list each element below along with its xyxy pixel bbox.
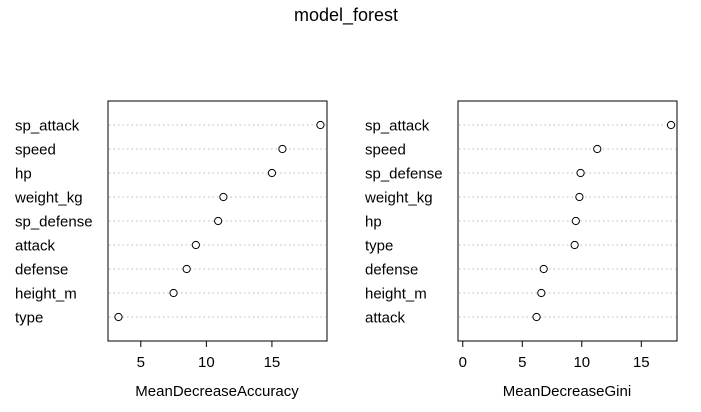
gini-x-axis-label: MeanDecreaseGini	[503, 383, 631, 400]
gini-label-weight-kg: weight_kg	[364, 190, 433, 207]
accuracy-label-hp: hp	[15, 166, 32, 183]
accuracy-point-attack	[191, 240, 200, 250]
gini-label-attack: attack	[365, 310, 406, 327]
accuracy-x-tick-label: 15	[264, 354, 281, 371]
accuracy-point-sp-attack	[316, 120, 325, 130]
accuracy-label-sp-defense: sp_defense	[15, 214, 93, 231]
gini-label-type: type	[365, 238, 393, 255]
gini-point-defense	[539, 264, 548, 274]
gini-label-sp-defense: sp_defense	[365, 166, 443, 183]
gini-x-tick-label: 10	[573, 354, 590, 371]
accuracy-label-weight-kg: weight_kg	[14, 190, 83, 207]
gini-point-weight-kg	[575, 192, 584, 202]
accuracy-label-attack: attack	[15, 238, 56, 255]
gini-label-height-m: height_m	[365, 286, 427, 303]
gini-point-hp	[571, 216, 580, 226]
accuracy-label-type: type	[15, 310, 43, 327]
gini-label-hp: hp	[365, 214, 382, 231]
accuracy-label-speed: speed	[15, 142, 56, 159]
accuracy-point-hp	[267, 168, 277, 178]
accuracy-point-weight-kg	[219, 192, 228, 202]
accuracy-point-height-m	[169, 288, 178, 298]
accuracy-label-height-m: height_m	[15, 286, 77, 303]
gini-point-sp-attack	[666, 120, 676, 130]
figure-title: model_forest	[294, 5, 398, 26]
gini-label-defense: defense	[365, 262, 418, 279]
gini-point-height-m	[537, 288, 546, 298]
gini-x-tick-label: 5	[518, 354, 526, 371]
gini-point-type	[570, 240, 579, 250]
accuracy-x-axis-label: MeanDecreaseAccuracy	[135, 383, 299, 400]
gini-label-sp-attack: sp_attack	[365, 118, 430, 135]
gini-x-tick-label: 15	[633, 354, 650, 371]
accuracy-point-defense	[182, 264, 191, 274]
gini-label-speed: speed	[365, 142, 406, 159]
accuracy-point-speed	[278, 144, 287, 154]
accuracy-point-sp-defense	[214, 216, 223, 226]
gini-point-sp-defense	[576, 168, 585, 178]
gini-x-tick-label: 0	[459, 354, 467, 371]
accuracy-x-tick-label: 5	[137, 354, 145, 371]
accuracy-x-tick-label: 10	[198, 354, 215, 371]
gini-point-speed	[593, 144, 602, 154]
accuracy-label-sp-attack: sp_attack	[15, 118, 80, 135]
gini-point-attack	[532, 312, 541, 322]
accuracy-point-type	[114, 312, 123, 322]
accuracy-label-defense: defense	[15, 262, 68, 279]
